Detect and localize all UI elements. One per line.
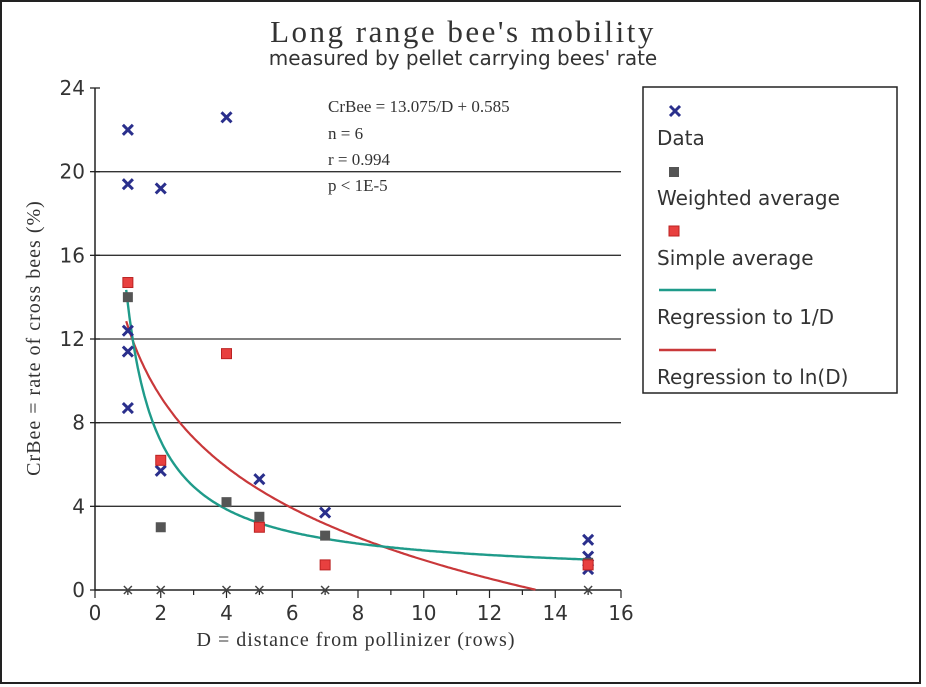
simple-average-point	[155, 454, 167, 466]
annotation-p: p < 1E-5	[328, 176, 388, 195]
y-tick-label: 8	[72, 411, 85, 435]
x-axis-label: D = distance from pollinizer (rows)	[197, 629, 516, 651]
legend-label-log: Regression to ln(D)	[657, 365, 848, 389]
data-point	[121, 345, 134, 358]
chart-subtitle: measured by pellet carrying bees' rate	[268, 46, 658, 70]
x-tick-label: 2	[154, 601, 167, 625]
data-point	[121, 324, 134, 337]
legend-data-marker	[668, 104, 682, 118]
data-point	[121, 178, 134, 191]
y-tick-label: 12	[60, 327, 85, 351]
data-point	[121, 123, 134, 136]
y-tick-label: 0	[72, 578, 85, 602]
weighted-average-point	[320, 530, 331, 541]
legend-weighted-marker	[669, 167, 679, 177]
x-tick-label: 12	[477, 601, 502, 625]
data-point	[154, 464, 167, 477]
chart-title: Long range bee's mobility	[270, 14, 656, 49]
y-axis-label: CrBee = rate of cross bees (%)	[23, 200, 45, 476]
x-tick-label: 14	[543, 601, 568, 625]
simple-average-point	[582, 559, 594, 571]
y-tick-label: 20	[60, 160, 85, 184]
x-tick-label: 6	[286, 601, 299, 625]
weighted-average-point	[122, 292, 133, 303]
data-point	[220, 111, 233, 124]
x-tick-label: 0	[89, 601, 102, 625]
y-tick-label: 24	[60, 76, 85, 100]
data-point	[156, 585, 166, 595]
legend-label-simple: Simple average	[657, 246, 814, 270]
x-tick-label: 16	[608, 601, 633, 625]
simple-average-point	[253, 521, 265, 533]
data-point	[254, 585, 264, 595]
legend-label-weighted: Weighted average	[657, 186, 840, 210]
regression-inverse-curve	[125, 289, 589, 561]
weighted-average-point	[221, 497, 232, 508]
y-tick-label: 4	[72, 494, 85, 518]
annotation-r: r = 0.994	[328, 150, 390, 169]
data-point	[319, 506, 332, 519]
legend-box	[642, 86, 898, 394]
data-point	[582, 533, 595, 546]
annotation-n: n = 6	[328, 124, 363, 143]
weighted-average-point	[254, 511, 265, 522]
regression-ln-curve	[125, 320, 536, 591]
legend: Data Weighted average Simple average Reg…	[642, 86, 898, 394]
data-point	[583, 585, 593, 595]
x-tick-label: 4	[220, 601, 233, 625]
annotation-formula: CrBee = 13.075/D + 0.585	[328, 97, 510, 116]
weighted-average-point	[155, 522, 166, 533]
data-point	[121, 401, 134, 415]
y-tick-label: 16	[60, 243, 85, 267]
x-tick-label: 10	[411, 601, 436, 625]
x-tick-label: 8	[352, 601, 365, 625]
data-point	[123, 585, 133, 595]
data-point	[320, 585, 330, 595]
regression-annotation: CrBee = 13.075/D + 0.585 n = 6 r = 0.994…	[328, 97, 510, 195]
data-point	[154, 182, 167, 195]
simple-average-point	[319, 559, 331, 571]
simple-average-point	[122, 277, 134, 289]
legend-simple-marker	[668, 225, 680, 237]
data-point	[221, 585, 232, 595]
legend-label-inverse: Regression to 1/D	[657, 305, 834, 329]
data-point	[253, 473, 266, 486]
simple-average-point	[221, 348, 232, 360]
legend-label-data: Data	[657, 126, 705, 150]
